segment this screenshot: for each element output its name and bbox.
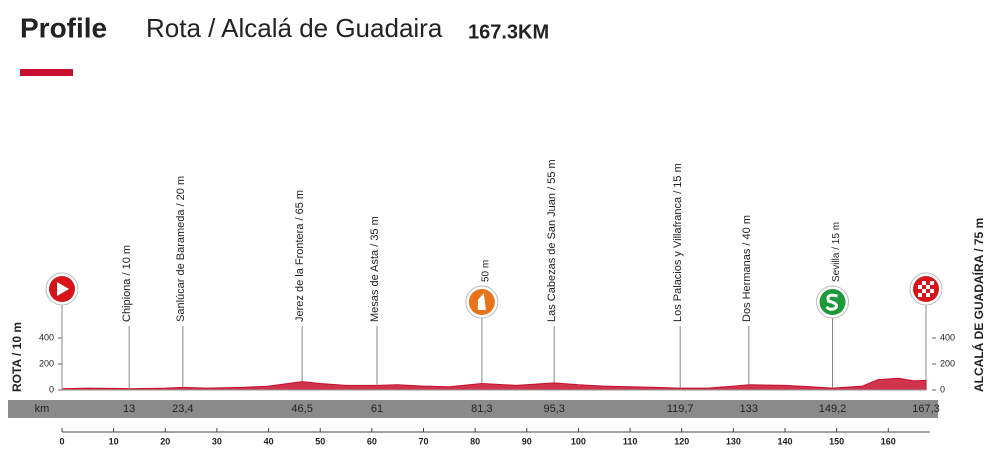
x-tick-label: 120 (674, 436, 689, 446)
icon-check (926, 293, 930, 297)
x-tick-label: 130 (726, 436, 741, 446)
waypoint-label: Mesas de Asta / 35 m (369, 216, 381, 322)
km-label: 133 (740, 403, 758, 415)
icon-check (926, 285, 930, 289)
x-tick-label: 20 (160, 436, 170, 446)
waypoint-label: Sevilla / 15 m (831, 222, 842, 282)
km-label: 95,3 (543, 403, 564, 415)
x-tick-label: 80 (470, 436, 480, 446)
icon-check (918, 293, 922, 297)
km-label: 23,4 (172, 403, 193, 415)
waypoint-label: 50 m (481, 260, 492, 282)
y-tick-label: 0 (49, 384, 54, 394)
y-tick-label: 200 (39, 358, 54, 368)
km-label: 13 (123, 403, 135, 415)
km-label: 149,2 (819, 403, 847, 415)
x-tick-label: 150 (829, 436, 844, 446)
icon-finish (909, 272, 943, 306)
x-tick-label: 140 (777, 436, 792, 446)
x-tick-label: 40 (264, 436, 274, 446)
icon-check (922, 289, 926, 293)
waypoint-label: Los Palacios y Villafranca / 15 m (672, 163, 684, 322)
y-tick-label: 400 (39, 332, 54, 342)
waypoint-label: Sanlúcar de Barameda / 20 m (175, 176, 187, 322)
x-tick-label: 160 (881, 436, 896, 446)
y-tick-label: 200 (940, 358, 955, 368)
km-bar (8, 400, 938, 418)
x-tick-label: 60 (367, 436, 377, 446)
x-tick-label: 110 (623, 436, 638, 446)
finish-label: ALCALÁ DE GUADAÍRA / 75 m (971, 218, 986, 392)
x-tick-label: 30 (212, 436, 222, 446)
km-label: 119,7 (667, 403, 694, 415)
start-label: ROTA / 10 m (10, 322, 24, 392)
km-axis-label: km (35, 403, 50, 415)
title-underline (20, 69, 73, 76)
waypoint-label: Jerez de la Frontera / 65 m (294, 190, 306, 322)
waypoint-label: Las Cabezas de San Juan / 55 m (546, 159, 558, 322)
icon-arrow (57, 282, 69, 296)
icon-check (922, 281, 926, 285)
km-label: 61 (371, 403, 383, 415)
x-tick-label: 90 (522, 436, 532, 446)
icon-check (930, 289, 934, 293)
page-title: Profile (20, 12, 107, 43)
x-tick-label: 0 (59, 436, 64, 446)
icon-s (825, 293, 839, 311)
waypoint-label: Dos Hermanas / 40 m (741, 215, 753, 322)
route: Rota / Alcalá de Guadaira (146, 13, 443, 43)
icon-sprint-s (816, 285, 850, 319)
x-tick-label: 10 (109, 436, 119, 446)
x-tick-label: 70 (418, 436, 428, 446)
km-label: 81,3 (471, 403, 492, 415)
x-tick-label: 100 (571, 436, 586, 446)
elevation-area (61, 377, 927, 391)
icon-flame (477, 293, 486, 310)
icon-sprint (465, 285, 499, 319)
distance: 167.3KM (468, 21, 549, 43)
icon-start (45, 272, 79, 306)
waypoint-label: Chipiona / 10 m (121, 245, 133, 322)
km-label: 167,3 (912, 403, 940, 415)
x-tick-label: 50 (315, 436, 325, 446)
y-tick-label: 0 (940, 384, 945, 394)
icon-check (918, 285, 922, 289)
y-tick-label: 400 (940, 332, 955, 342)
icon-check (930, 281, 934, 285)
km-label: 46,5 (291, 403, 312, 415)
